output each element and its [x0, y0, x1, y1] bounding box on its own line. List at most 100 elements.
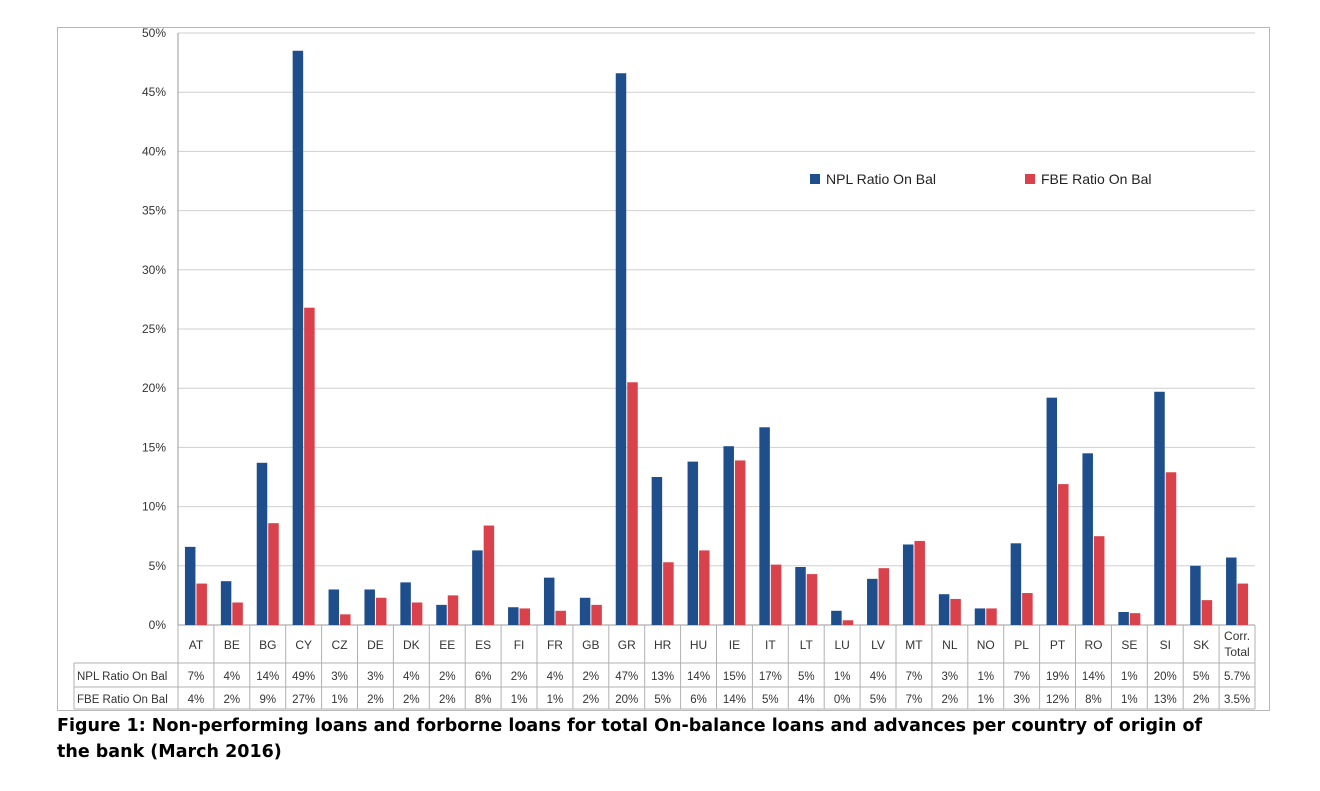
table-value: 15%	[723, 671, 746, 683]
table-value: 17%	[759, 671, 782, 683]
table-value: 1%	[1121, 694, 1138, 706]
bar-fbe	[734, 460, 746, 625]
bar-fbe	[340, 614, 351, 625]
table-value: 2%	[942, 694, 959, 706]
bar-npl	[256, 462, 268, 625]
bar-fbe	[986, 608, 997, 625]
bar-npl	[543, 577, 555, 625]
category-label: FI	[514, 638, 525, 652]
bar-fbe	[483, 525, 495, 625]
y-tick-label: 45%	[142, 85, 166, 99]
category-label: IT	[765, 638, 776, 652]
bar-npl	[1154, 391, 1165, 625]
bar-npl	[220, 581, 232, 625]
table-value: 0%	[834, 694, 851, 706]
bar-npl	[472, 550, 483, 625]
bar-fbe	[842, 620, 854, 625]
bar-npl	[687, 461, 699, 625]
table-value: 2%	[511, 671, 528, 683]
table-value: 4%	[224, 671, 241, 683]
bar-npl	[1046, 397, 1058, 625]
bar-npl	[1226, 557, 1237, 625]
table-value: 2%	[583, 694, 600, 706]
table-value: 2%	[1193, 694, 1210, 706]
category-label: RO	[1084, 638, 1102, 652]
table-value: 1%	[511, 694, 528, 706]
category-label: HR	[654, 638, 672, 652]
legend-label: NPL Ratio On Bal	[826, 171, 936, 187]
bar-npl	[974, 608, 986, 625]
bar-fbe	[411, 602, 423, 625]
table-value: 2%	[403, 694, 420, 706]
y-tick-label: 0%	[149, 618, 167, 632]
bar-fbe	[268, 523, 279, 625]
table-value: 4%	[403, 671, 420, 683]
category-label: HU	[690, 638, 707, 652]
y-tick-label: 20%	[142, 381, 166, 395]
table-value: 3%	[331, 671, 348, 683]
bar-npl	[831, 610, 842, 625]
table-value: 13%	[651, 671, 674, 683]
category-label: BG	[259, 638, 276, 652]
y-tick-label: 35%	[142, 204, 166, 218]
category-label: IE	[729, 638, 740, 652]
category-label: CY	[295, 638, 312, 652]
bar-npl	[759, 427, 770, 625]
table-value: 3.5%	[1224, 694, 1250, 706]
bar-npl	[938, 594, 950, 625]
table-value: 4%	[188, 694, 205, 706]
table-value: 14%	[723, 694, 746, 706]
caption-line-2: the bank (March 2016)	[57, 742, 282, 762]
category-label: LV	[871, 638, 885, 652]
table-value: 1%	[331, 694, 348, 706]
table-value: 49%	[292, 671, 315, 683]
bar-fbe	[1022, 593, 1033, 625]
category-label: DE	[367, 638, 384, 652]
chart-frame	[57, 27, 1270, 711]
bar-fbe	[699, 550, 710, 625]
table-value: 5.7%	[1224, 671, 1250, 683]
bar-npl	[400, 582, 411, 625]
figure-caption: Figure 1: Non-performing loans and forbo…	[57, 713, 1287, 765]
table-value: 4%	[798, 694, 815, 706]
bar-npl	[902, 544, 914, 625]
table-value: 13%	[1154, 694, 1177, 706]
category-label: DK	[403, 638, 420, 652]
bar-fbe	[1165, 472, 1177, 625]
table-value: 47%	[615, 671, 638, 683]
bar-npl	[1010, 543, 1022, 625]
category-label: NL	[942, 638, 958, 652]
bar-npl	[795, 566, 806, 625]
table-value: 7%	[188, 671, 205, 683]
table-value: 5%	[762, 694, 779, 706]
bar-npl	[436, 604, 447, 625]
category-label: BE	[224, 638, 240, 652]
bar-fbe	[663, 562, 674, 625]
table-value: 3%	[942, 671, 959, 683]
table-value: 7%	[906, 671, 923, 683]
table-value: 6%	[475, 671, 492, 683]
category-label: ES	[475, 638, 491, 652]
table-value: 9%	[259, 694, 276, 706]
bar-fbe	[1093, 536, 1105, 625]
y-tick-label: 30%	[142, 263, 166, 277]
y-tick-label: 25%	[142, 322, 166, 336]
bar-fbe	[950, 598, 961, 625]
y-tick-label: 15%	[142, 440, 166, 454]
bar-fbe	[878, 568, 890, 625]
category-label: EE	[439, 638, 455, 652]
table-value: 2%	[439, 671, 456, 683]
table-value: 2%	[224, 694, 241, 706]
bar-fbe	[770, 564, 782, 625]
table-value: 8%	[1085, 694, 1102, 706]
bar-fbe	[375, 597, 387, 625]
category-label: MT	[905, 638, 923, 652]
y-tick-label: 10%	[142, 500, 166, 514]
table-value: 5%	[798, 671, 815, 683]
category-label: FR	[547, 638, 563, 652]
bar-npl	[292, 50, 304, 625]
category-label: GB	[582, 638, 599, 652]
bar-fbe	[1201, 600, 1213, 625]
bar-fbe	[447, 595, 459, 625]
bar-npl	[508, 607, 519, 625]
